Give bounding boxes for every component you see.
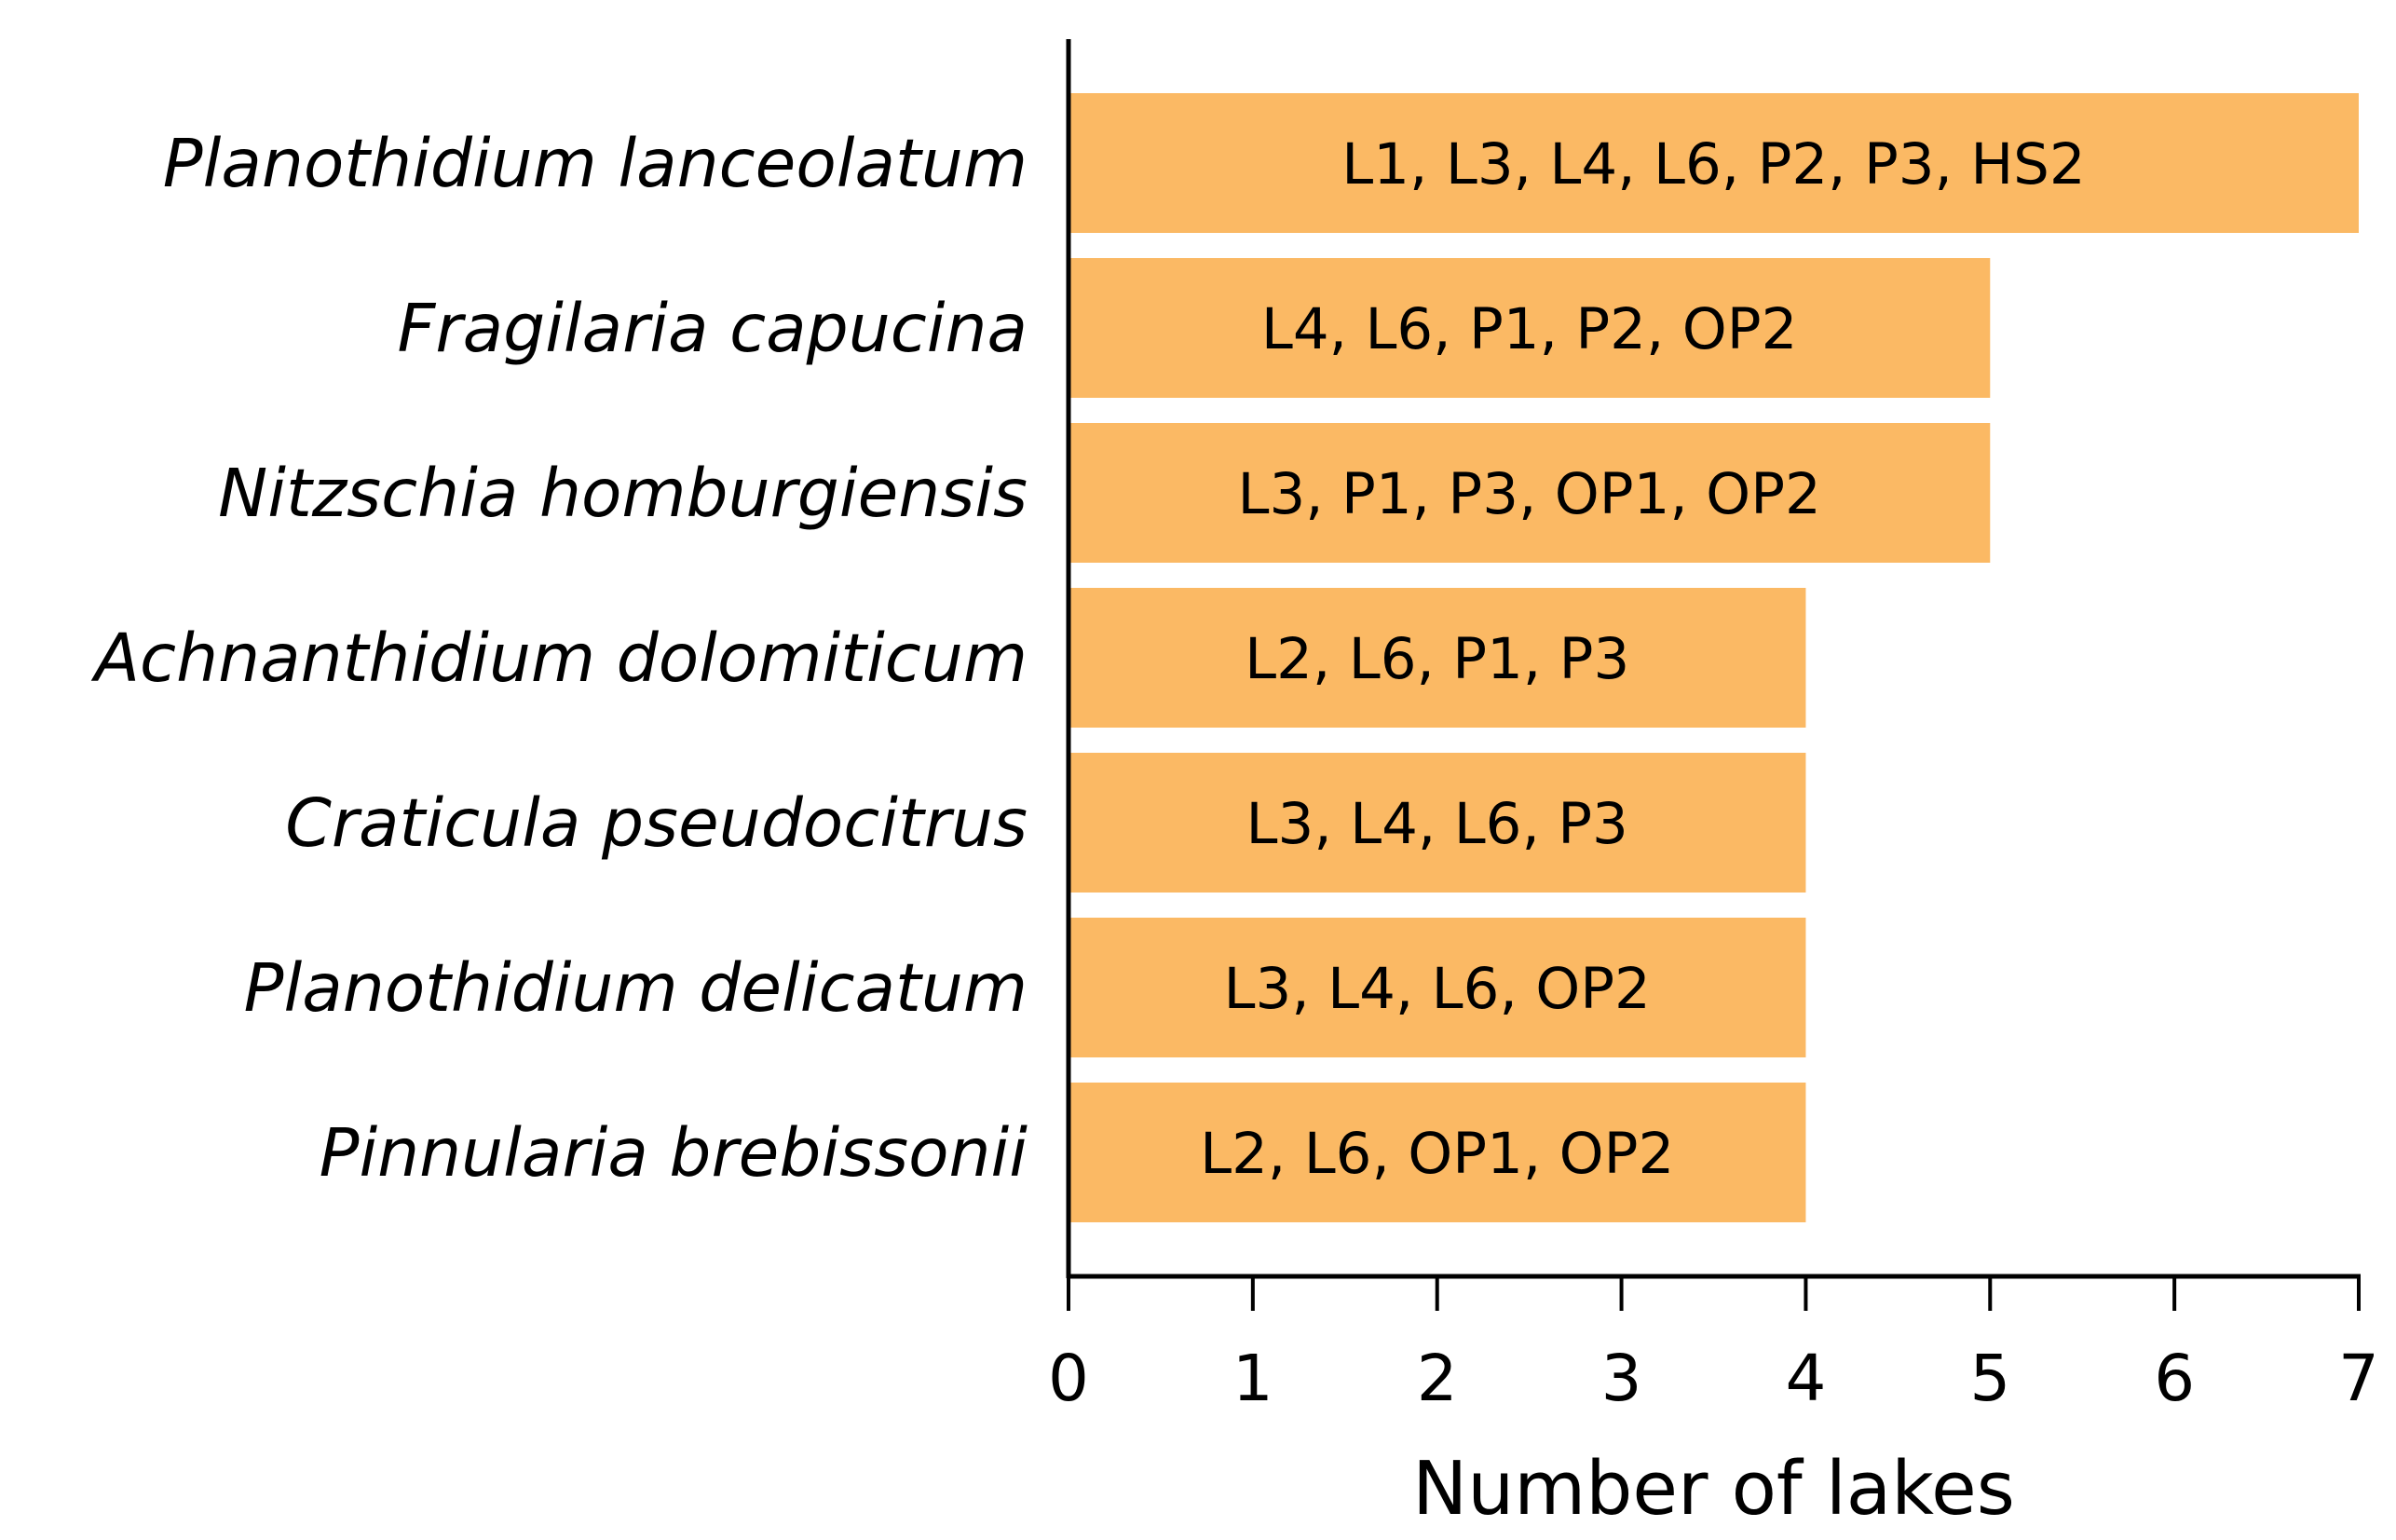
x-tick-label: 0 xyxy=(1048,1342,1089,1416)
bar-labels-group: L1, L3, L4, L6, P2, P3, HS2 L4, L6, P1, P… xyxy=(1200,131,2086,1187)
bar xyxy=(1069,258,1991,398)
category-label: Planothidium delicatum xyxy=(244,949,1028,1027)
category-label: Craticula pseudocitrus xyxy=(285,784,1028,862)
x-tick-label: 3 xyxy=(1601,1342,1642,1416)
category-label: Achnanthidium dolomiticum xyxy=(90,620,1028,697)
category-label: Planothidium lanceolatum xyxy=(163,125,1028,202)
x-tick-label: 1 xyxy=(1232,1342,1273,1416)
bar-data-label: L3, P1, P3, OP1, OP2 xyxy=(1237,461,1820,527)
bar-data-label: L1, L3, L4, L6, P2, P3, HS2 xyxy=(1341,131,2085,198)
category-label: Fragilaria capucina xyxy=(398,290,1028,367)
category-label: Nitzschia homburgiensis xyxy=(218,455,1028,532)
category-labels-group: Planothidium lanceolatum Fragilaria capuc… xyxy=(90,125,1028,1192)
bar-data-label: L3, L4, L6, OP2 xyxy=(1224,956,1651,1022)
bar-data-label: L3, L4, L6, P3 xyxy=(1246,791,1628,857)
bar xyxy=(1069,588,1806,728)
bar-data-label: L2, L6, OP1, OP2 xyxy=(1200,1121,1674,1187)
bar xyxy=(1069,93,2359,233)
bar xyxy=(1069,1083,1806,1222)
bar xyxy=(1069,918,1806,1057)
x-tick-label: 4 xyxy=(1785,1342,1826,1416)
x-tick-label: 5 xyxy=(1969,1342,2010,1416)
x-ticks-group: 0 1 2 3 4 5 6 7 xyxy=(1048,1276,2379,1416)
bar-data-label: L2, L6, P1, P3 xyxy=(1245,626,1629,692)
x-tick-label: 2 xyxy=(1417,1342,1458,1416)
bar xyxy=(1069,753,1806,893)
category-label: Pinnularia brebissonii xyxy=(320,1114,1028,1192)
x-tick-label: 6 xyxy=(2154,1342,2195,1416)
bar xyxy=(1069,423,1991,563)
bar-data-label: L4, L6, P1, P2, OP2 xyxy=(1261,296,1798,362)
bars-group xyxy=(1069,93,2359,1222)
x-tick-label: 7 xyxy=(2338,1342,2379,1416)
x-axis-title: Number of lakes xyxy=(1412,1446,2015,1532)
